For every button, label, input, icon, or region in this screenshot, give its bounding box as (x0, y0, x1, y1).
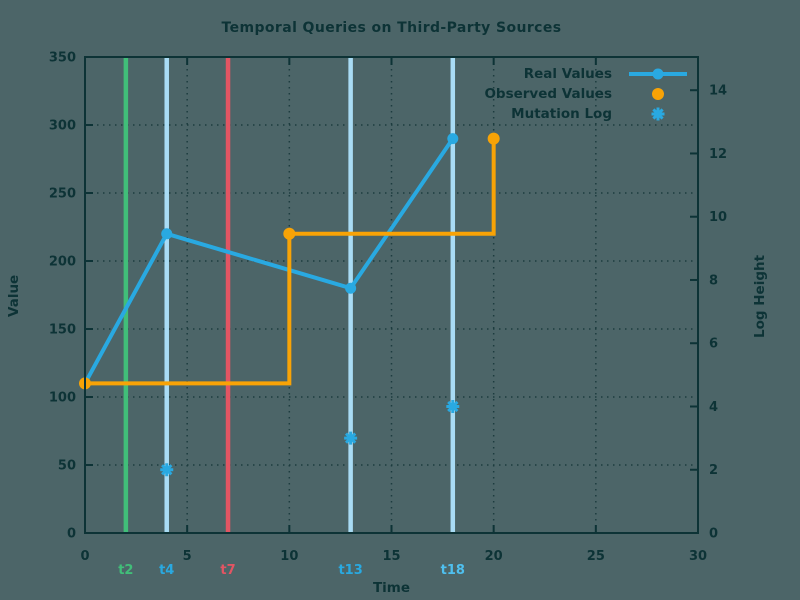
real-values-point (161, 228, 173, 240)
series-mutation-log (160, 399, 460, 477)
y2-tick-label: 0 (709, 527, 718, 542)
y-tick-label: 250 (49, 187, 76, 202)
x-tick-label: 20 (485, 549, 503, 564)
y-tick-label: 100 (49, 391, 76, 406)
chart-title: Temporal Queries on Third-Party Sources (221, 20, 562, 36)
mutation-log-point (446, 399, 460, 413)
time-marker-label-t7: t7 (220, 563, 235, 578)
real-values-point (447, 133, 459, 145)
x-tick-label: 10 (280, 549, 298, 564)
mutation-log-point (160, 463, 174, 477)
x-tick-label: 25 (587, 549, 605, 564)
y2-tick-label: 8 (709, 273, 718, 288)
dot-icon (652, 88, 664, 100)
legend-label-mutation-log: Mutation Log (511, 106, 612, 122)
observed-values-point (283, 227, 296, 240)
y-tick-label: 350 (49, 51, 76, 66)
observed-values-point (487, 132, 500, 145)
y-tick-label: 150 (49, 323, 76, 338)
legend-label-observed-values: Observed Values (484, 86, 612, 102)
x-tick-label: 15 (382, 549, 400, 564)
asterisk-icon (651, 107, 665, 121)
legend: Real Values Observed Values Mutation Log (484, 64, 690, 124)
legend-item-real-values: Real Values (484, 64, 690, 84)
y2-tick-label: 4 (709, 400, 718, 415)
y-tick-label: 0 (67, 527, 76, 542)
time-marker-label-t2: t2 (118, 563, 133, 578)
y-tick-label: 300 (49, 119, 76, 134)
y2-tick-label: 12 (709, 147, 727, 162)
legend-item-mutation-log: Mutation Log (484, 104, 690, 124)
gridlines (85, 57, 698, 533)
x-axis-label: Time (372, 580, 411, 596)
line-with-dot-icon (629, 68, 687, 80)
legend-item-observed-values: Observed Values (484, 84, 690, 104)
y-tick-label: 50 (58, 459, 76, 474)
real-values-point (345, 282, 357, 294)
y-axis-label: Value (6, 274, 22, 318)
y2-tick-label: 14 (709, 84, 727, 99)
y2-tick-label: 6 (709, 337, 718, 352)
y2-tick-label: 2 (709, 463, 718, 478)
time-marker-label-t18: t18 (441, 563, 465, 578)
mutation-log-point (344, 431, 358, 445)
time-marker-label-t13: t13 (338, 563, 362, 578)
axis-ticks (84, 56, 699, 534)
x-tick-label: 30 (689, 549, 707, 564)
x-tick-label: 0 (80, 549, 89, 564)
legend-label-real-values: Real Values (523, 66, 612, 82)
time-marker-label-t4: t4 (159, 563, 174, 578)
plot-frame (84, 56, 699, 534)
y2-axis-label: Log Height (752, 254, 768, 338)
y-tick-label: 200 (49, 255, 76, 270)
x-tick-label: 5 (183, 549, 192, 564)
series-real-values (79, 133, 459, 389)
y2-tick-label: 10 (709, 210, 727, 225)
